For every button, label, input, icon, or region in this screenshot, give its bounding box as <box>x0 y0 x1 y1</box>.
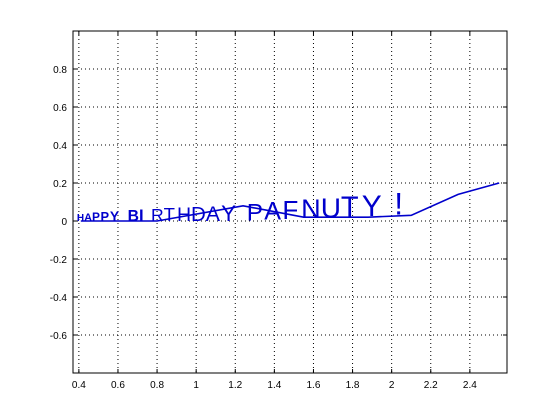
y-tick-label: 0.4 <box>53 141 67 152</box>
birthday-text-char: H <box>77 213 84 224</box>
birthday-text-char: P <box>92 210 100 224</box>
y-tick-label: 0 <box>61 217 67 228</box>
x-tick-label: 2.2 <box>424 380 438 391</box>
axes-box <box>72 30 508 374</box>
birthday-text-char: P <box>247 199 263 226</box>
x-tick-label: 1 <box>193 380 199 391</box>
birthday-text-char: Y <box>221 201 236 226</box>
plot-area: H A P P Y B I R T H D A Y P A F N U T Y! <box>72 30 508 374</box>
y-tick-label: 0.6 <box>53 103 67 114</box>
birthday-text-stroke-group: H A P P Y B I R T H D A Y P A F N U T Y! <box>77 185 403 226</box>
x-tick-label: 0.4 <box>72 380 86 391</box>
birthday-text-char: Y <box>362 190 382 223</box>
y-tick-label: -0.2 <box>50 255 68 266</box>
x-tick-label: 2.4 <box>463 380 477 391</box>
birthday-text-char: N <box>301 193 321 224</box>
birthday-text-char: ! <box>394 185 403 221</box>
ticks <box>73 31 507 373</box>
x-tick-label: 0.8 <box>150 380 164 391</box>
birthday-text-char: P <box>101 209 110 224</box>
series <box>80 182 500 222</box>
birthday-text-char: Y <box>110 209 119 224</box>
birthday-text-char: A <box>264 198 281 226</box>
y-tick-label: -0.4 <box>50 293 68 304</box>
birthday-text-char: R <box>151 205 164 225</box>
x-tick-label: 1.6 <box>307 380 321 391</box>
series-line <box>80 182 500 222</box>
birthday-text-char: H <box>177 204 191 226</box>
x-tick-label: 2 <box>389 380 395 391</box>
birthday-text-char: A <box>206 202 221 226</box>
x-tick-label: 1.4 <box>267 380 281 391</box>
birthday-text-char: U <box>321 192 341 223</box>
y-tick-label: 0.2 <box>53 179 67 190</box>
birthday-text-char: A <box>84 212 92 224</box>
birthday-text-char: F <box>282 195 298 225</box>
birthday-text-char: I <box>139 206 144 225</box>
x-tick-label: 0.6 <box>111 380 125 391</box>
birthday-text-char: D <box>191 203 206 226</box>
birthday-text-char: T <box>341 192 359 224</box>
birthday-text-char: T <box>164 204 175 225</box>
y-tick-label: -0.6 <box>50 331 68 342</box>
x-tick-labels: 0.4 0.6 0.8 1 1.2 1.4 1.6 1.8 2 2.2 2.4 <box>72 380 477 391</box>
birthday-text-char: B <box>128 208 139 225</box>
y-tick-label: 0.8 <box>53 65 67 76</box>
x-tick-label: 1.2 <box>228 380 242 391</box>
y-tick-labels: 0.8 0.6 0.4 0.2 0 -0.2 -0.4 -0.6 <box>50 65 68 342</box>
x-tick-label: 1.8 <box>346 380 360 391</box>
